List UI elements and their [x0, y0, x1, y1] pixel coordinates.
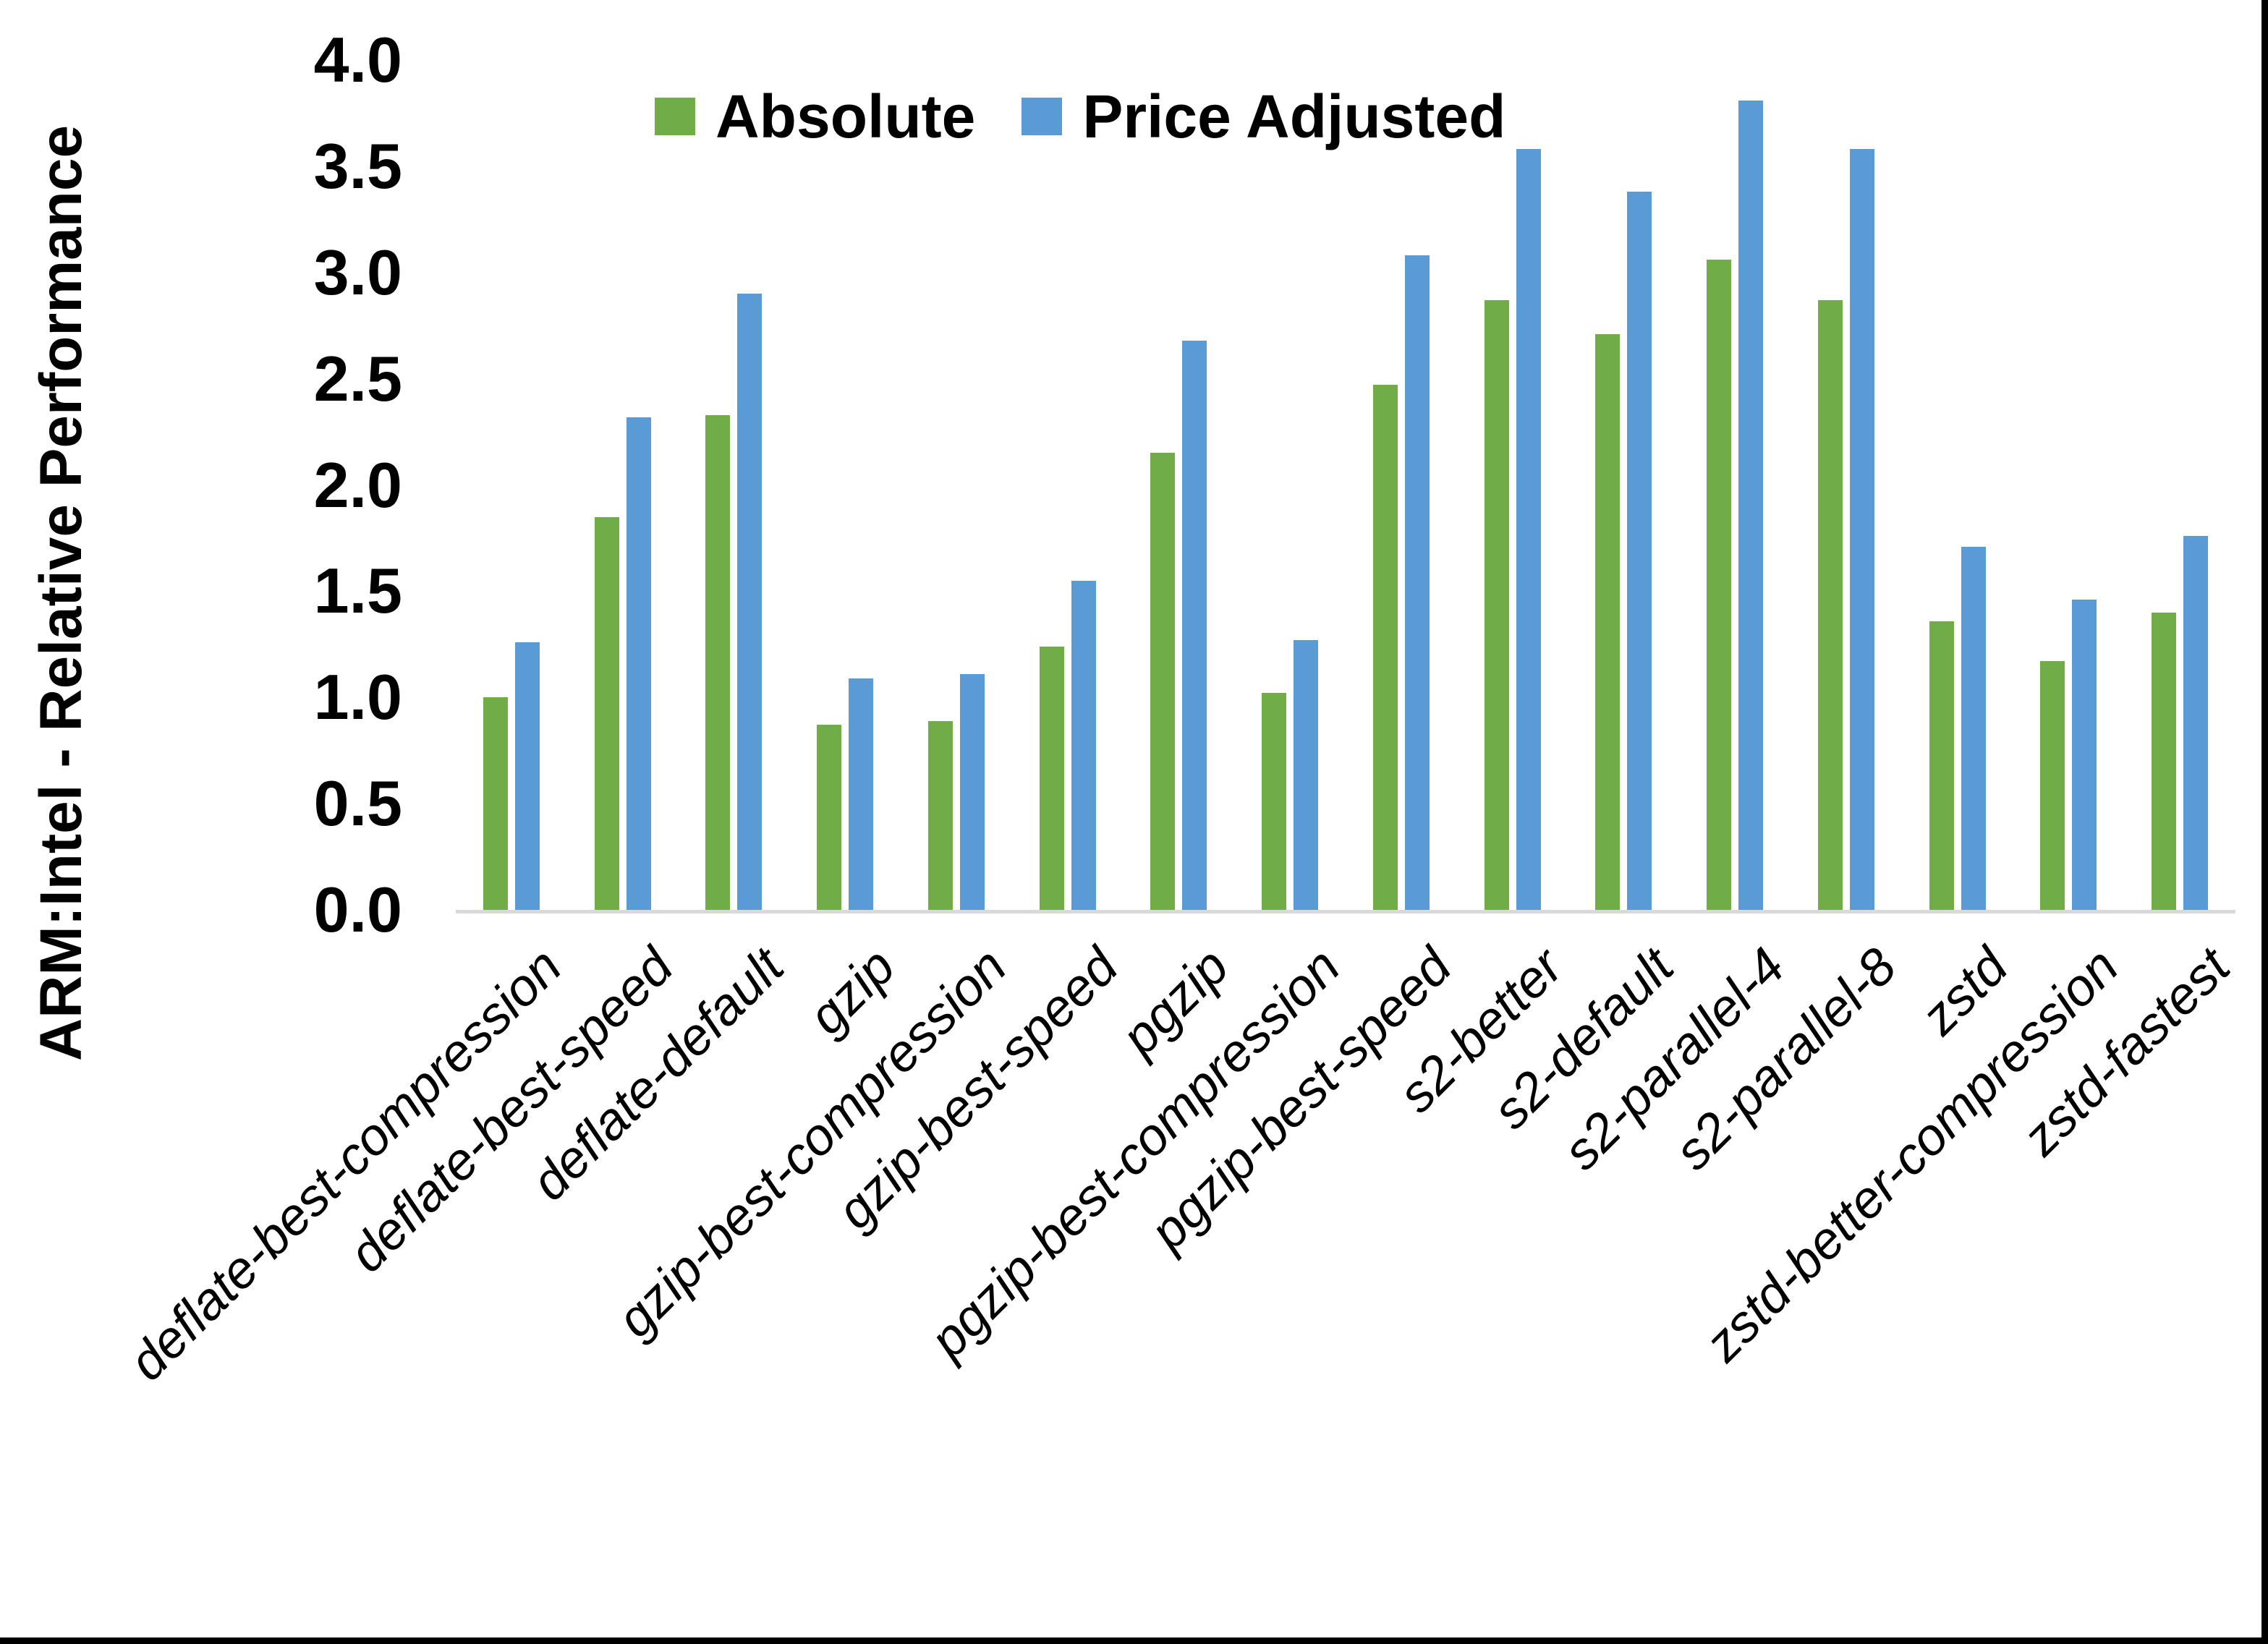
bar	[1707, 260, 1732, 910]
bar	[626, 417, 651, 910]
legend-swatch-absolute	[655, 98, 695, 135]
bar-group	[567, 60, 679, 910]
bar	[2072, 600, 2097, 910]
bar-group	[1234, 60, 1346, 910]
bar	[1071, 580, 1096, 910]
bar-group	[901, 60, 1012, 910]
bar	[927, 720, 953, 910]
bar	[705, 414, 731, 910]
legend-label-price-adjusted: Price Adjusted	[1082, 82, 1506, 150]
y-tick-label: 2.5	[313, 342, 402, 414]
y-tick-label: 1.0	[313, 661, 402, 733]
y-tick-label: 3.5	[313, 129, 402, 202]
plot-area	[456, 60, 2235, 913]
bar	[1294, 639, 1319, 910]
bar-group	[679, 60, 790, 910]
bar	[2040, 661, 2065, 910]
bar-group	[1012, 60, 1124, 910]
bar	[2152, 612, 2177, 910]
bar-group	[2124, 60, 2235, 910]
bar	[737, 294, 763, 910]
bar	[1039, 646, 1064, 910]
bar-group	[1457, 60, 1568, 910]
bar	[2183, 536, 2209, 910]
bar	[817, 725, 842, 910]
bar	[1595, 333, 1621, 910]
y-tick-label: 0.0	[313, 874, 402, 945]
bar	[1961, 546, 1986, 910]
y-tick-label: 4.0	[313, 24, 402, 95]
bar-group	[1124, 60, 1235, 910]
bar	[1150, 453, 1176, 910]
bar	[1849, 149, 1874, 910]
bar	[1372, 385, 1398, 910]
y-tick-label: 2.0	[313, 448, 402, 521]
bar	[959, 673, 985, 910]
bar	[514, 642, 540, 910]
legend-item-absolute: Absolute	[655, 86, 975, 147]
legend-label-absolute: Absolute	[715, 82, 976, 150]
bar	[1516, 149, 1541, 910]
legend-swatch-price-adjusted	[1022, 98, 1063, 135]
bar-group	[1346, 60, 1457, 910]
y-tick-label: 3.0	[313, 236, 402, 308]
y-axis-title: ARM:Intel - Relative Performance	[28, 124, 94, 1062]
bar	[1627, 192, 1652, 910]
legend: Absolute Price Adjusted	[655, 78, 1505, 155]
bar	[849, 678, 874, 910]
bar-group	[789, 60, 901, 910]
bar	[1929, 621, 1954, 910]
y-tick-label: 1.5	[313, 555, 402, 627]
bar	[1817, 299, 1843, 910]
bar	[1182, 340, 1207, 910]
bar	[594, 516, 619, 910]
bar	[483, 697, 508, 910]
bar	[1262, 693, 1287, 910]
y-tick-label: 0.5	[313, 767, 402, 840]
bar	[1404, 255, 1430, 910]
bar-group	[1679, 60, 1791, 910]
bar-group	[1902, 60, 2013, 910]
bar	[1484, 299, 1509, 910]
legend-item-price-adjusted: Price Adjusted	[1022, 86, 1505, 147]
bar-group	[2013, 60, 2125, 910]
bar	[1738, 100, 1764, 910]
bar-group	[1568, 60, 1680, 910]
bar-group	[1791, 60, 1902, 910]
bar-group	[456, 60, 567, 910]
